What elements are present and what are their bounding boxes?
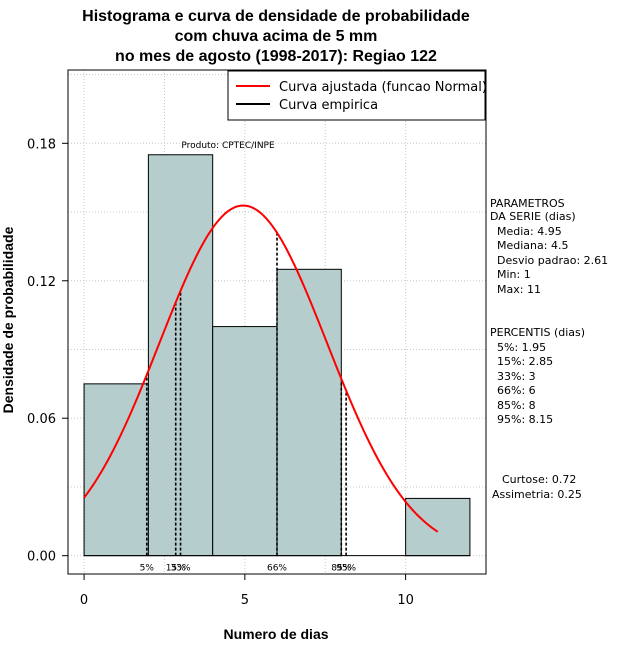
normal-curve-line (83, 204, 439, 533)
percentis-66: 66%: 6 (497, 384, 536, 397)
x-tick-label-1: 5 (241, 593, 249, 608)
percentile-label-3: 66% (267, 564, 287, 574)
parameters-header-2: DA SERIE (dias) (490, 210, 576, 223)
x-tick-label-0: 0 (80, 593, 88, 608)
percentile-label-5: 95% (336, 564, 356, 574)
histogram-bar-0 (83, 383, 149, 557)
histogram-bar-2 (212, 326, 278, 557)
percentile-label-0: 5% (140, 564, 155, 574)
chart-title-line-3: no mes de agosto (1998-2017): Regiao 122 (115, 48, 437, 65)
percentile-layer: 5% 15%33% 66% 85%95% (140, 232, 357, 574)
plot-frame (67, 69, 487, 575)
kurtosis-label: Curtose: 0.72 (502, 473, 576, 486)
percentis-header: PERCENTIS (dias) (490, 326, 585, 339)
product-label: Produto: CPTEC/INPE (181, 141, 275, 151)
percentis-5: 5%: 1.95 (497, 341, 546, 354)
percentis-15: 15%: 2.85 (497, 355, 553, 368)
parameters-sd: Desvio padrao: 2.61 (497, 254, 608, 267)
parameters-mean: Media: 4.95 (497, 225, 562, 238)
y-axis-title: Densidade de probabilidade (0, 226, 16, 413)
y-tick-label-1: 0.06 (27, 412, 56, 427)
y-tick-label-0: 0.00 (27, 550, 56, 565)
shape-panel: Curtose: 0.72 Assimetria: 0.25 (492, 473, 582, 501)
parameters-panel: PARAMETROS DA SERIE (dias) Media: 4.95 M… (490, 197, 608, 296)
skewness-label: Assimetria: 0.25 (492, 488, 582, 501)
legend-label-empirical: Curva empirica (279, 98, 378, 113)
chart-title-line-2: com chuva acima de 5 mm (175, 28, 378, 45)
percentis-95: 95%: 8.15 (497, 413, 553, 426)
legend-box (227, 70, 486, 121)
x-tick-label-2: 10 (397, 593, 414, 608)
percentis-85: 85%: 8 (497, 399, 536, 412)
histogram-bar-3 (276, 268, 342, 557)
parameters-median: Mediana: 4.5 (497, 239, 568, 252)
parameters-max: Max: 11 (497, 283, 541, 296)
legend: Curva ajustada (funcao Normal) Curva emp… (227, 70, 487, 121)
x-axis-title: Numero de dias (223, 626, 328, 642)
chart-title-line-1: Histograma e curva de densidade de proba… (82, 8, 470, 25)
parameters-min: Min: 1 (497, 268, 531, 281)
percentis-panel: PERCENTIS (dias) 5%: 1.95 15%: 2.85 33%:… (490, 326, 585, 426)
y-tick-label-2: 0.12 (27, 275, 56, 290)
percentis-33: 33%: 3 (497, 370, 536, 383)
y-tick-label-3: 0.18 (27, 137, 56, 152)
percentile-label-4: 85% (331, 564, 351, 574)
percentile-label-1: 15% (166, 564, 186, 574)
curve-layer (83, 204, 439, 533)
legend-label-normal: Curva ajustada (funcao Normal) (279, 80, 487, 95)
histogram-bar-5 (405, 497, 471, 557)
parameters-header-1: PARAMETROS (490, 197, 565, 210)
percentile-label-2: 33% (171, 564, 191, 574)
